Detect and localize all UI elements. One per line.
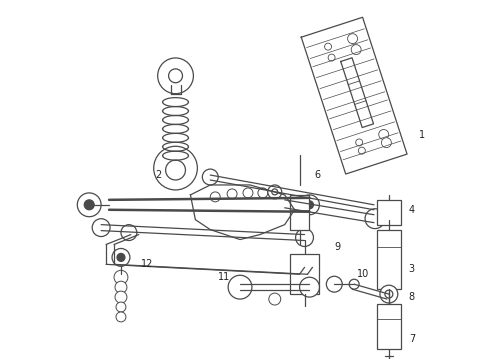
Circle shape xyxy=(385,290,393,298)
Circle shape xyxy=(84,200,94,210)
Circle shape xyxy=(328,54,335,61)
Circle shape xyxy=(117,253,125,261)
Circle shape xyxy=(268,185,282,199)
Circle shape xyxy=(116,312,126,322)
Text: 11: 11 xyxy=(218,272,230,282)
Circle shape xyxy=(243,188,253,198)
Circle shape xyxy=(154,146,197,190)
Circle shape xyxy=(269,293,281,305)
Circle shape xyxy=(115,281,127,293)
Circle shape xyxy=(380,285,398,303)
Circle shape xyxy=(169,69,182,83)
Circle shape xyxy=(351,45,361,55)
Circle shape xyxy=(115,291,127,303)
Circle shape xyxy=(114,270,128,284)
Circle shape xyxy=(379,130,389,139)
Bar xyxy=(377,304,401,349)
Circle shape xyxy=(381,138,392,148)
Circle shape xyxy=(228,275,252,299)
Bar xyxy=(377,230,401,289)
Text: 6: 6 xyxy=(315,170,320,180)
Text: 8: 8 xyxy=(409,292,415,302)
Circle shape xyxy=(295,229,314,247)
Bar xyxy=(290,195,310,230)
Circle shape xyxy=(299,277,319,297)
Text: 10: 10 xyxy=(357,269,369,279)
Circle shape xyxy=(210,192,220,202)
Circle shape xyxy=(258,188,268,198)
Circle shape xyxy=(306,201,314,209)
Circle shape xyxy=(358,147,366,154)
Text: 3: 3 xyxy=(409,264,415,274)
Circle shape xyxy=(227,189,237,199)
Circle shape xyxy=(349,279,359,289)
Circle shape xyxy=(347,34,358,44)
Circle shape xyxy=(299,195,319,215)
Text: 1: 1 xyxy=(418,130,425,140)
Circle shape xyxy=(298,261,315,277)
Circle shape xyxy=(92,219,110,237)
Text: 4: 4 xyxy=(409,205,415,215)
Text: 9: 9 xyxy=(334,243,341,252)
Circle shape xyxy=(116,302,126,312)
Circle shape xyxy=(356,139,363,146)
Circle shape xyxy=(326,276,342,292)
Circle shape xyxy=(77,193,101,217)
Text: 2: 2 xyxy=(156,170,162,180)
Bar xyxy=(377,200,401,225)
Circle shape xyxy=(166,160,185,180)
Circle shape xyxy=(202,169,218,185)
Bar xyxy=(290,255,319,294)
Text: 7: 7 xyxy=(409,334,415,344)
Circle shape xyxy=(121,225,137,240)
Text: 12: 12 xyxy=(141,259,153,269)
Circle shape xyxy=(112,248,130,266)
Circle shape xyxy=(324,43,332,50)
Circle shape xyxy=(272,189,278,195)
Circle shape xyxy=(158,58,194,94)
Circle shape xyxy=(365,209,385,229)
